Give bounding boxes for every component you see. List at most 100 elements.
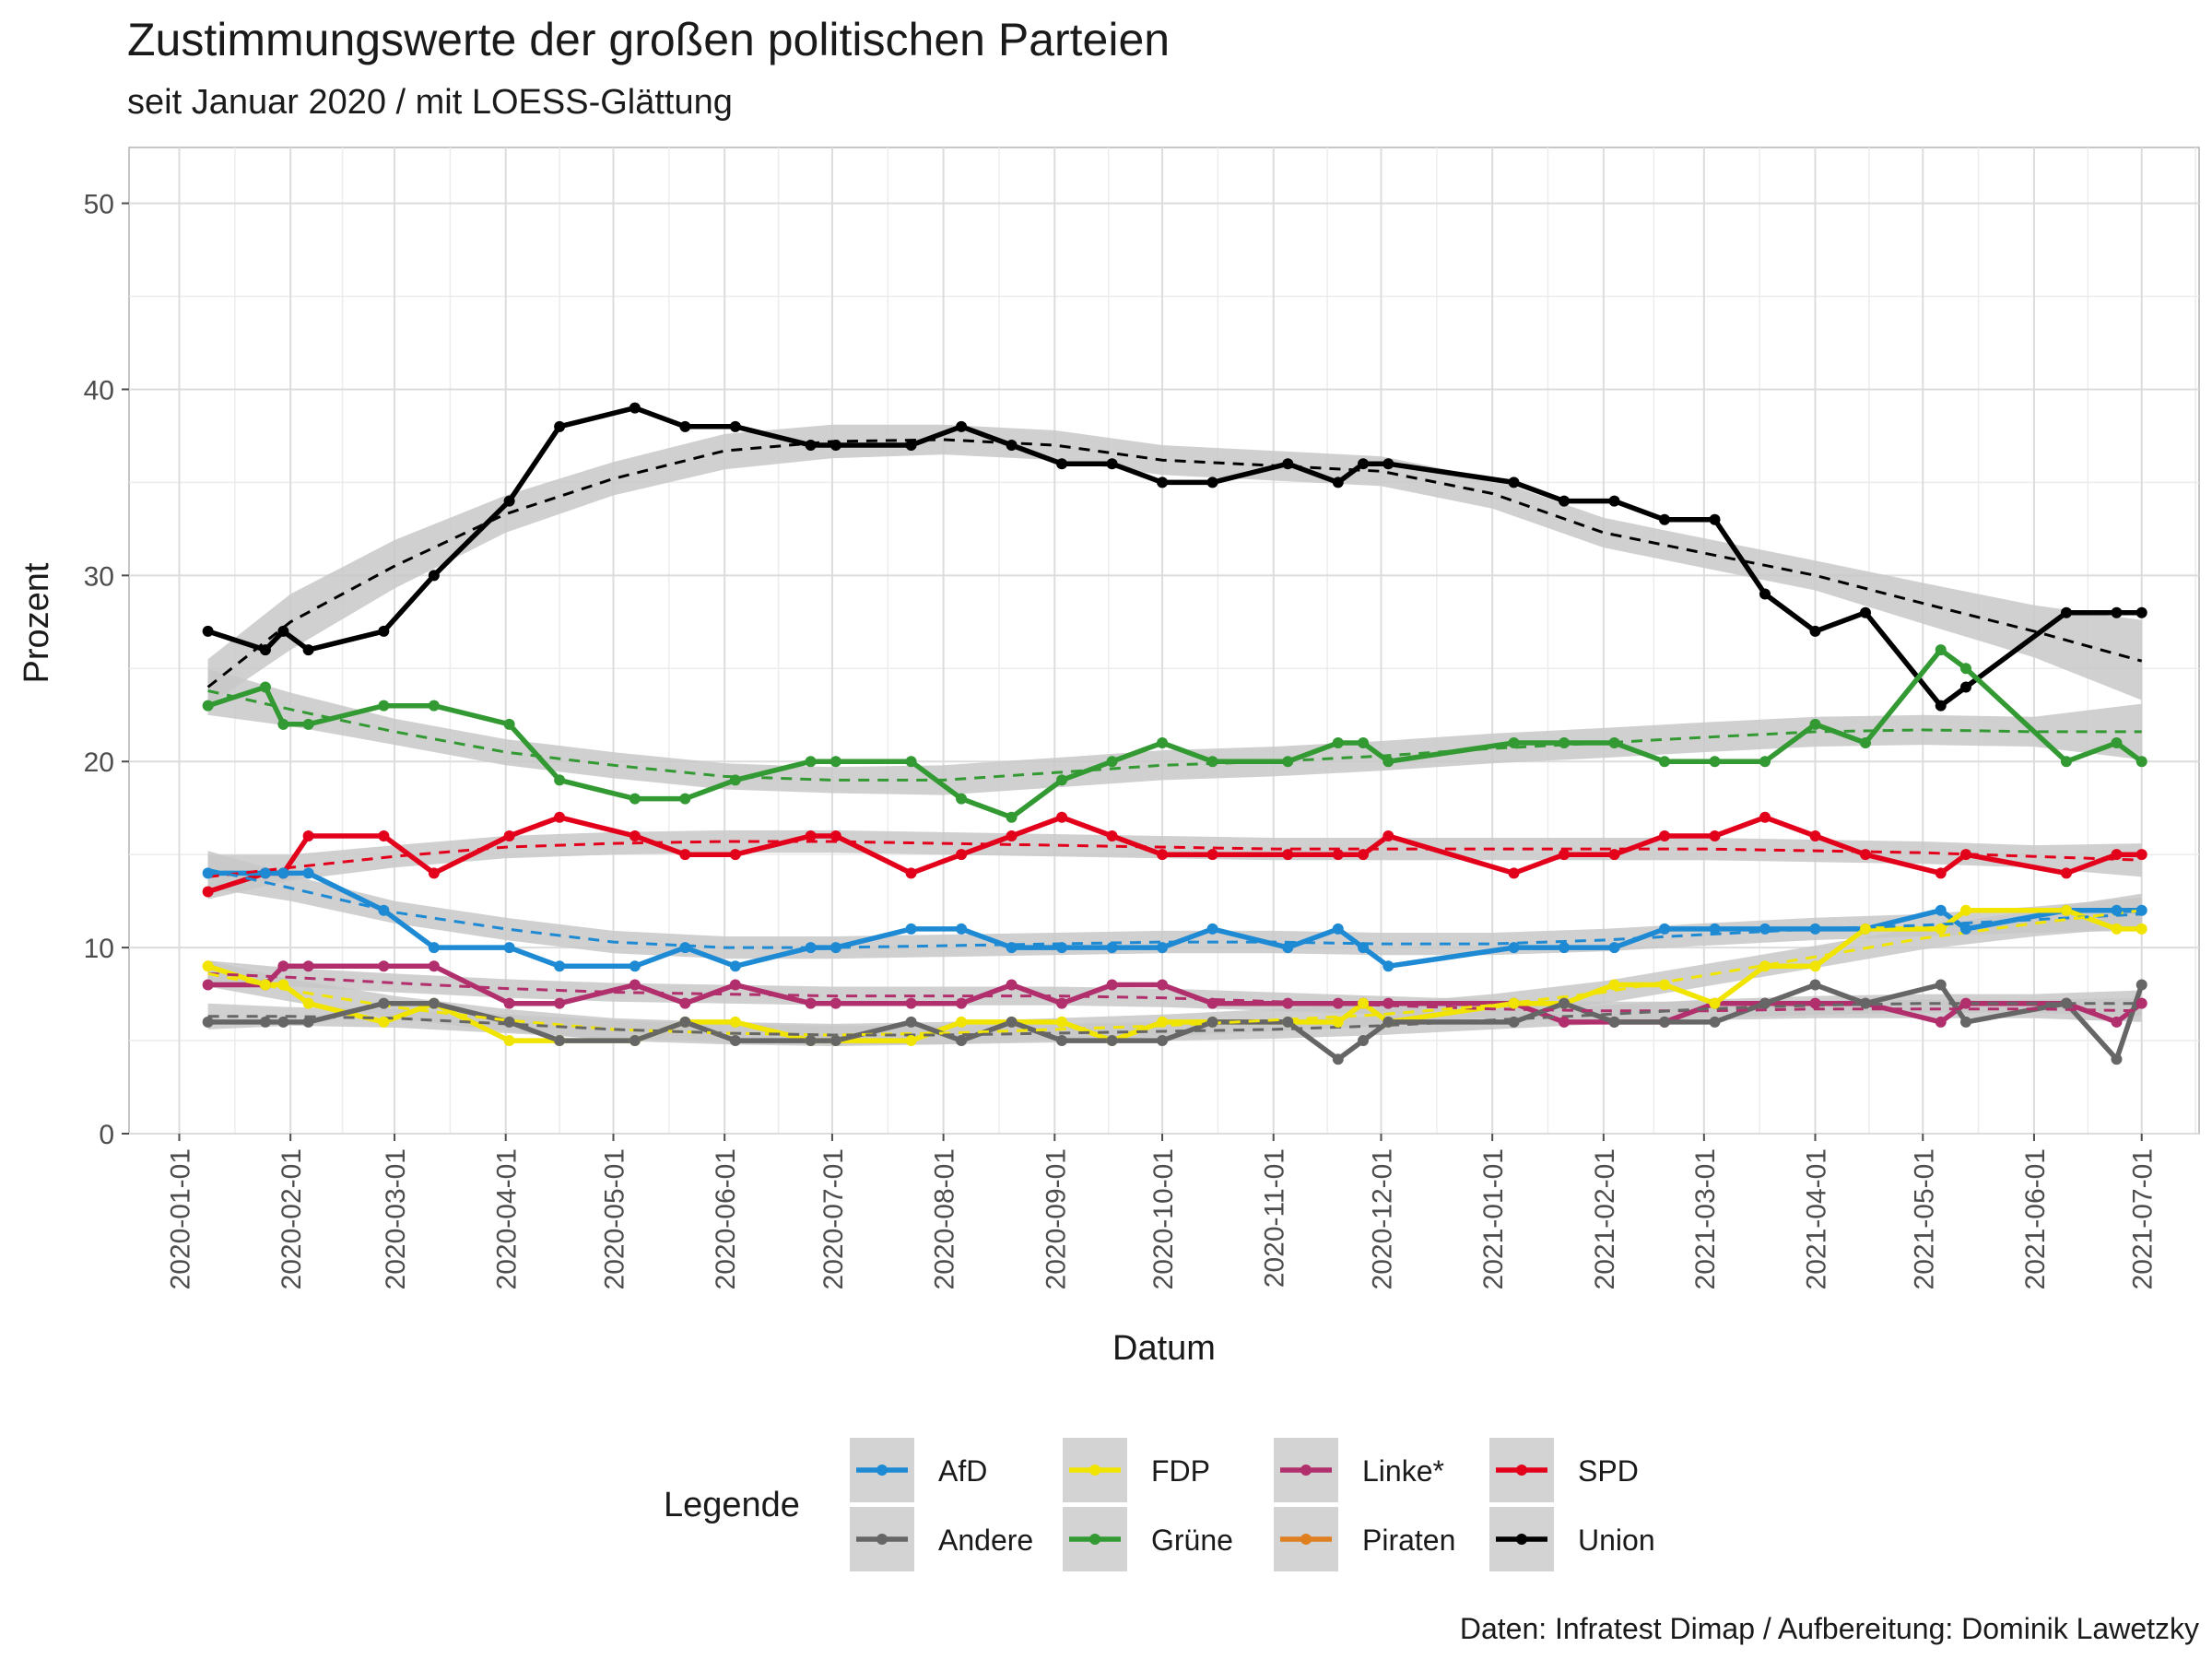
data-point-grne	[1157, 737, 1169, 749]
legend-label-spd: SPD	[1578, 1454, 1639, 1488]
data-point-andere	[679, 1016, 691, 1028]
data-point-andere	[2111, 1053, 2123, 1065]
x-tick-label: 2020-12-01	[1367, 1148, 1397, 1289]
data-point-andere	[1056, 1035, 1068, 1047]
data-point-afd	[1382, 960, 1394, 972]
data-point-union	[1382, 458, 1394, 470]
data-point-union	[1006, 440, 1018, 452]
data-point-union	[1608, 495, 1620, 507]
data-point-grne	[629, 793, 641, 805]
data-point-grne	[1659, 756, 1671, 768]
data-point-andere	[729, 1035, 741, 1047]
data-point-grne	[729, 774, 741, 786]
data-point-union	[1709, 513, 1721, 525]
data-point-afd	[202, 867, 214, 879]
data-point-grne	[277, 718, 289, 730]
data-point-linke	[629, 979, 641, 991]
data-point-spd	[729, 849, 741, 861]
data-point-andere	[1508, 1016, 1520, 1028]
data-point-andere	[1608, 1016, 1620, 1028]
data-point-afd	[2136, 904, 2147, 916]
x-axis-title: Datum	[1112, 1329, 1216, 1368]
data-point-afd	[1709, 923, 1721, 935]
data-point-afd	[378, 904, 390, 916]
legend-point-spd	[1516, 1465, 1527, 1476]
data-point-andere	[554, 1035, 566, 1047]
data-point-fdp	[1608, 979, 1620, 991]
x-tick-label: 2020-07-01	[818, 1148, 849, 1289]
x-tick-label: 2020-02-01	[276, 1148, 307, 1289]
data-point-spd	[1559, 849, 1571, 861]
data-point-fdp	[378, 1016, 390, 1028]
data-point-union	[905, 440, 917, 452]
data-point-grne	[1282, 756, 1294, 768]
data-point-spd	[1709, 830, 1721, 841]
legend-point-fdp	[1089, 1465, 1100, 1476]
data-point-andere	[629, 1035, 641, 1047]
data-point-spd	[1508, 867, 1520, 879]
x-tick-label: 2020-05-01	[599, 1148, 629, 1289]
data-point-linke	[428, 960, 440, 972]
data-point-grne	[679, 793, 691, 805]
data-point-grne	[1709, 756, 1721, 768]
data-point-spd	[805, 830, 817, 841]
data-point-fdp	[1157, 1016, 1169, 1028]
data-point-andere	[830, 1035, 841, 1047]
data-point-spd	[679, 849, 691, 861]
legend-point-grne	[1089, 1534, 1100, 1545]
data-point-fdp	[1935, 923, 1947, 935]
data-point-linke	[805, 997, 817, 1009]
data-point-afd	[1508, 942, 1520, 954]
data-point-andere	[1935, 979, 1947, 991]
data-point-union	[956, 420, 968, 432]
data-point-andere	[1006, 1016, 1018, 1028]
data-point-grne	[554, 774, 566, 786]
data-point-spd	[1959, 849, 1971, 861]
x-tick-label: 2020-09-01	[1041, 1148, 1071, 1289]
data-point-andere	[302, 1016, 314, 1028]
data-point-linke	[679, 997, 691, 1009]
data-point-spd	[1206, 849, 1218, 861]
legend-label-piraten: Piraten	[1362, 1524, 1455, 1557]
data-point-fdp	[1709, 997, 1721, 1009]
data-point-linke	[729, 979, 741, 991]
data-point-grne	[202, 700, 214, 712]
data-point-union	[1332, 477, 1344, 488]
data-point-linke	[202, 979, 214, 991]
data-point-spd	[1659, 830, 1671, 841]
data-point-union	[2111, 606, 2123, 618]
x-tick-label: 2020-10-01	[1148, 1148, 1179, 1289]
x-tick-label: 2021-06-01	[2020, 1148, 2051, 1289]
data-point-spd	[1332, 849, 1344, 861]
data-point-spd	[503, 830, 515, 841]
data-point-linke	[2111, 1016, 2123, 1028]
data-point-spd	[1935, 867, 1947, 879]
data-point-fdp	[302, 997, 314, 1009]
data-point-grne	[805, 756, 817, 768]
data-point-spd	[302, 830, 314, 841]
data-point-grne	[905, 756, 917, 768]
data-point-andere	[1759, 997, 1771, 1009]
data-point-spd	[378, 830, 390, 841]
data-point-spd	[1056, 811, 1068, 823]
data-point-grne	[1759, 756, 1771, 768]
data-point-grne	[956, 793, 968, 805]
data-point-fdp	[1759, 960, 1771, 972]
data-point-spd	[1382, 830, 1394, 841]
data-point-linke	[1157, 979, 1169, 991]
x-tick-label: 2020-01-01	[165, 1148, 195, 1289]
data-point-afd	[277, 867, 289, 879]
data-point-union	[1809, 625, 1821, 637]
y-axis-title: Prozent	[18, 562, 56, 683]
x-tick-label: 2020-08-01	[930, 1148, 960, 1289]
data-point-spd	[1608, 849, 1620, 861]
data-point-union	[554, 420, 566, 432]
x-tick-label: 2021-04-01	[1801, 1148, 1831, 1289]
y-tick-label: 30	[84, 561, 114, 592]
data-point-fdp	[1859, 923, 1871, 935]
data-point-afd	[1659, 923, 1671, 935]
data-point-andere	[1809, 979, 1821, 991]
data-point-grne	[1935, 644, 1947, 656]
data-point-andere	[1106, 1035, 1118, 1047]
data-point-afd	[1959, 923, 1971, 935]
